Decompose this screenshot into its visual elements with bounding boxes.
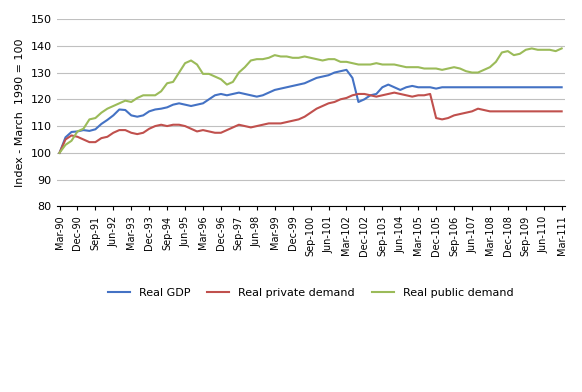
Real private demand	[205, 129, 212, 134]
Y-axis label: Index - March  1990 = 100: Index - March 1990 = 100	[15, 38, 25, 187]
Real private demand	[140, 131, 147, 135]
Real public demand	[205, 71, 212, 76]
Real GDP	[558, 85, 565, 90]
Real public demand	[558, 46, 565, 51]
Legend: Real GDP, Real private demand, Real public demand: Real GDP, Real private demand, Real publ…	[104, 283, 518, 302]
Real public demand	[528, 46, 535, 51]
Real GDP	[343, 67, 350, 72]
Line: Real GDP: Real GDP	[59, 70, 562, 153]
Real GDP	[205, 97, 212, 102]
Real GDP	[307, 78, 314, 83]
Line: Real public demand: Real public demand	[59, 49, 562, 153]
Line: Real private demand: Real private demand	[59, 93, 562, 153]
Real private demand	[558, 109, 565, 114]
Real private demand	[307, 110, 314, 115]
Real public demand	[211, 74, 218, 79]
Real public demand	[229, 80, 236, 84]
Real private demand	[56, 151, 63, 155]
Real public demand	[534, 47, 541, 52]
Real GDP	[534, 85, 541, 90]
Real private demand	[229, 125, 236, 130]
Real private demand	[534, 109, 541, 114]
Real private demand	[211, 131, 218, 135]
Real GDP	[229, 92, 236, 96]
Real public demand	[140, 93, 147, 98]
Real GDP	[56, 151, 63, 155]
Real public demand	[307, 55, 314, 60]
Real public demand	[56, 151, 63, 155]
Real GDP	[211, 93, 218, 98]
Real GDP	[140, 113, 147, 118]
Real private demand	[391, 90, 398, 95]
